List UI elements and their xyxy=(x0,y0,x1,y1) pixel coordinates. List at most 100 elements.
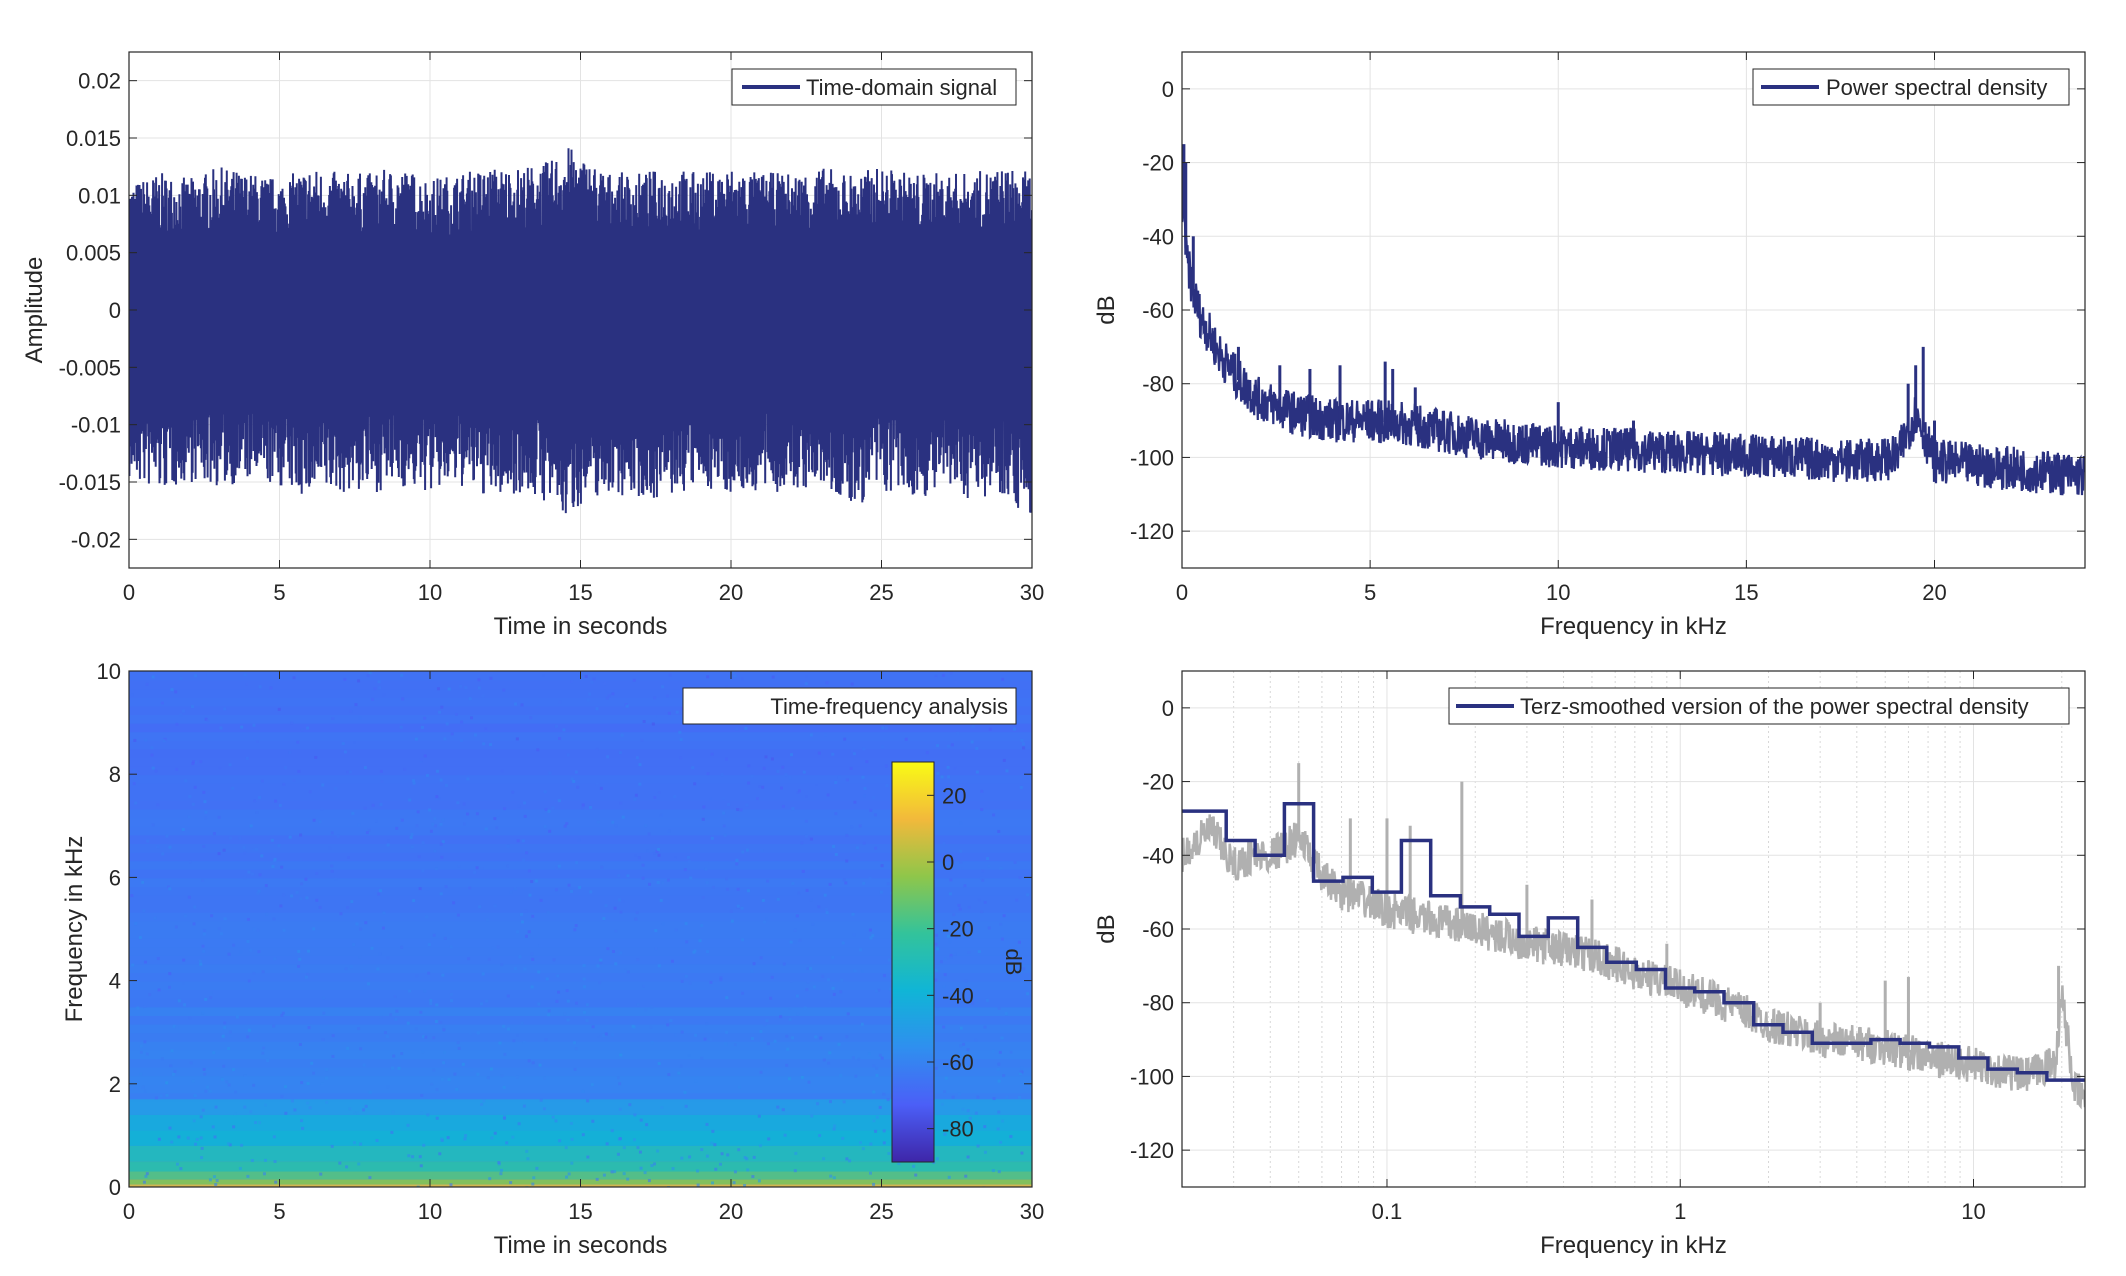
p3-speckle xyxy=(165,1081,169,1085)
p3-speckle xyxy=(159,1094,163,1098)
p3-speckle xyxy=(885,784,889,788)
p3-speckle xyxy=(981,869,985,873)
p3-speckle xyxy=(998,1050,1002,1054)
p3-speckle xyxy=(400,673,404,677)
p3-speckle xyxy=(170,688,174,692)
p3-speckle xyxy=(338,1161,342,1165)
p3-speckle xyxy=(720,1152,724,1156)
p3-speckle xyxy=(371,803,375,807)
p3-speckle xyxy=(206,1085,210,1089)
p3-speckle xyxy=(357,823,361,827)
p3-speckle xyxy=(500,1074,504,1078)
p3-speckle xyxy=(539,1098,543,1102)
p3-speckle xyxy=(825,681,829,685)
p3-speckle xyxy=(249,1110,253,1114)
p3-speckle xyxy=(957,1092,961,1096)
p3-speckle xyxy=(258,873,262,877)
p3-speckle xyxy=(279,904,283,908)
panel-spectrogram: 0 5 10 15 20 25 30 0 2 4 6 8 10 Time in seconds Freq… xyxy=(61,659,1044,1259)
p3-speckle xyxy=(432,1036,436,1040)
p3-speckle xyxy=(145,1172,149,1176)
p3-speckle xyxy=(322,1011,326,1015)
p3-speckle xyxy=(270,838,274,842)
p3-speckle xyxy=(252,848,256,852)
panel-time-domain: 0 5 10 15 20 25 30 0.02 0.015 0.01 0.005 0 -0.005 -0.… xyxy=(21,51,1044,640)
p3-speckle xyxy=(390,1130,394,1134)
p3-speckle xyxy=(790,753,794,757)
p3-speckle xyxy=(153,916,157,920)
p3-speckle xyxy=(757,1179,761,1183)
p3-speckle xyxy=(457,1046,461,1050)
p3-speckle xyxy=(249,824,253,828)
p3-speckle xyxy=(206,719,210,723)
p3-background-row xyxy=(129,696,1032,707)
p3-speckle xyxy=(861,775,865,779)
p3-speckle xyxy=(875,989,879,993)
p3-speckle xyxy=(798,938,802,942)
p3-background-row xyxy=(129,963,1032,973)
p3-speckle xyxy=(575,861,579,865)
p4-ylabel: dB xyxy=(1093,914,1120,943)
p3-speckle xyxy=(741,991,745,995)
p3-speckle xyxy=(528,893,532,897)
p3-speckle xyxy=(859,948,863,952)
p3-speckle xyxy=(875,1115,879,1119)
p1-xtick-label: 30 xyxy=(1020,580,1044,605)
p3-speckle xyxy=(1013,860,1017,864)
p3-speckle xyxy=(863,794,867,798)
p3-speckle xyxy=(366,674,370,678)
p3-background-row xyxy=(129,1075,1032,1085)
p3-speckle xyxy=(213,1135,217,1139)
p3-speckle xyxy=(534,879,538,883)
p3-speckle xyxy=(613,906,617,910)
p3-speckle xyxy=(936,947,940,951)
p3-speckle xyxy=(859,1141,863,1145)
p3-speckle xyxy=(354,703,358,707)
p3-speckle xyxy=(832,992,836,996)
p3-speckle xyxy=(304,975,308,979)
p3-speckle xyxy=(363,806,367,810)
p3-speckle xyxy=(297,769,301,773)
p3-speckle xyxy=(368,1090,372,1094)
p3-speckle xyxy=(701,896,705,900)
p3-speckle xyxy=(610,1170,614,1174)
p3-speckle xyxy=(741,850,745,854)
p3-speckle xyxy=(942,841,946,845)
p3-speckle xyxy=(203,1072,207,1076)
p3-background-row xyxy=(129,972,1032,982)
p3-speckle xyxy=(657,964,661,968)
p3-speckle xyxy=(165,834,169,838)
p3-speckle xyxy=(829,1174,833,1178)
p3-speckle xyxy=(724,1042,728,1046)
p3-speckle xyxy=(449,1183,453,1187)
p3-speckle xyxy=(617,1137,621,1141)
p3-speckle xyxy=(585,1018,589,1022)
p4-ytick-label: -120 xyxy=(1130,1138,1174,1163)
p3-speckle xyxy=(346,855,350,859)
p3-speckle xyxy=(499,1168,503,1172)
p4-ytick-label: -100 xyxy=(1130,1064,1174,1089)
p3-speckle xyxy=(463,1137,467,1141)
p3-speckle xyxy=(481,694,485,698)
p3-speckle xyxy=(677,1071,681,1075)
p3-speckle xyxy=(537,970,541,974)
p3-speckle xyxy=(368,1176,372,1180)
p3-speckle xyxy=(170,1049,174,1053)
p3-background-row xyxy=(129,1006,1032,1016)
p3-speckle xyxy=(611,1033,615,1037)
p3-speckle xyxy=(589,890,593,894)
p3-speckle xyxy=(391,1110,395,1114)
p3-speckle xyxy=(732,1181,736,1185)
p3-speckle xyxy=(435,1003,439,1007)
p3-speckle xyxy=(543,790,547,794)
p3-speckle xyxy=(944,1076,948,1080)
p3-speckle xyxy=(170,1140,174,1144)
p3-speckle xyxy=(595,707,599,711)
p3-speckle xyxy=(628,1103,632,1107)
p3-speckle xyxy=(680,707,684,711)
p3-speckle xyxy=(979,876,983,880)
p3-speckle xyxy=(804,682,808,686)
p3-speckle xyxy=(470,716,474,720)
p1-ytick-label: -0.005 xyxy=(59,355,121,380)
p3-speckle xyxy=(172,1024,176,1028)
